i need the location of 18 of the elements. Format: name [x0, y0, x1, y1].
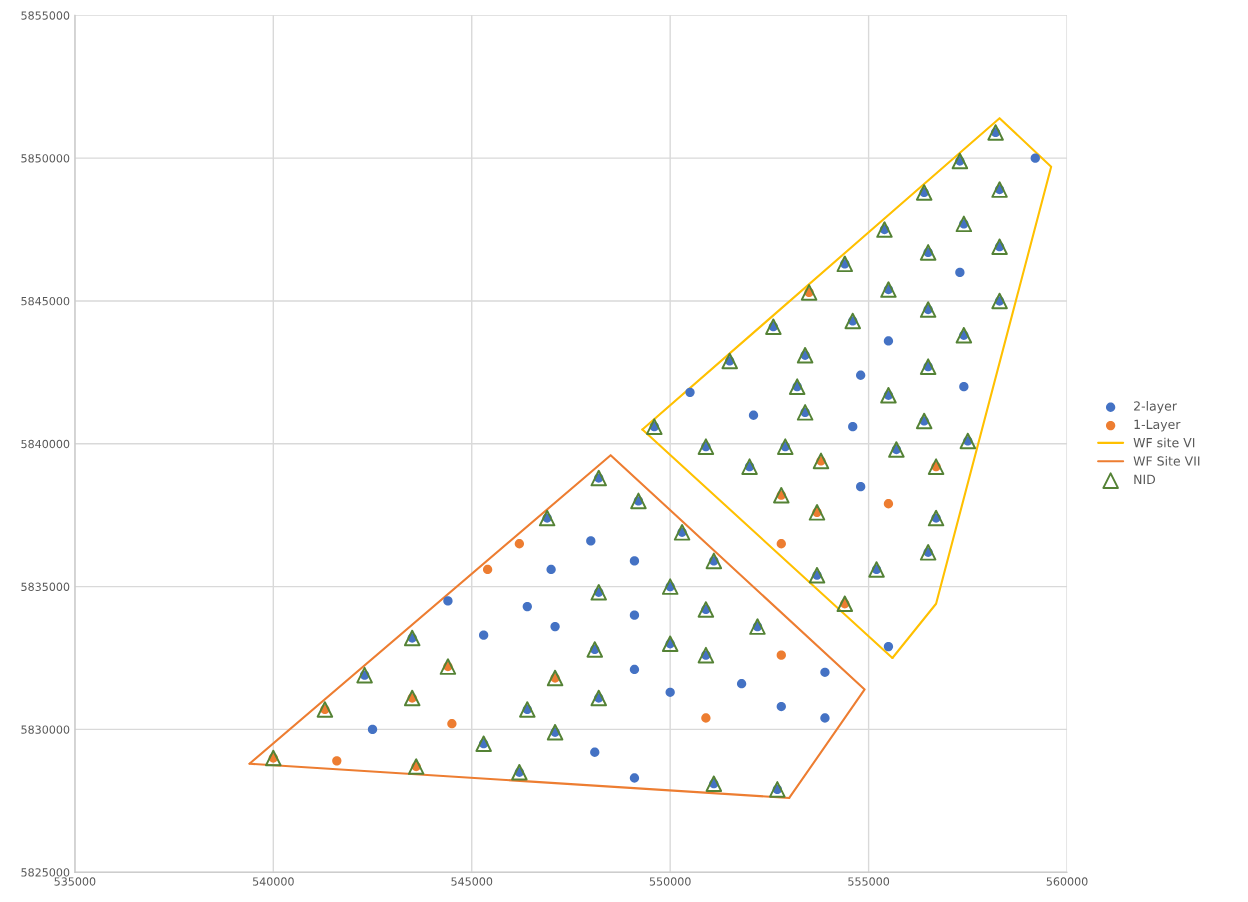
y-tick-label: 5825000	[21, 868, 70, 877]
legend-label: 2-layer	[1134, 401, 1177, 414]
x-tick-label: 555000	[848, 877, 890, 886]
y-tick-label: 5845000	[21, 296, 70, 306]
legend-label: WF Site VII	[1133, 456, 1200, 466]
legend-label: NID	[1134, 474, 1156, 484]
y-tick-label: 5850000	[21, 154, 70, 163]
y-tick-label: 5840000	[21, 439, 70, 449]
x-tick-label: 560000	[1046, 877, 1088, 886]
x-tick-label: 545000	[451, 877, 493, 886]
y-tick-label: 5830000	[21, 725, 70, 734]
x-tick-label: 535000	[54, 877, 96, 886]
legend-label: 1-Layer	[1134, 419, 1181, 432]
y-tick-label: 5835000	[21, 582, 70, 591]
y-tick-label: 5855000	[21, 11, 70, 20]
x-tick-label: 540000	[252, 877, 294, 886]
x-tick-label: 550000	[649, 877, 691, 886]
legend-label: WF site VI	[1133, 437, 1195, 448]
